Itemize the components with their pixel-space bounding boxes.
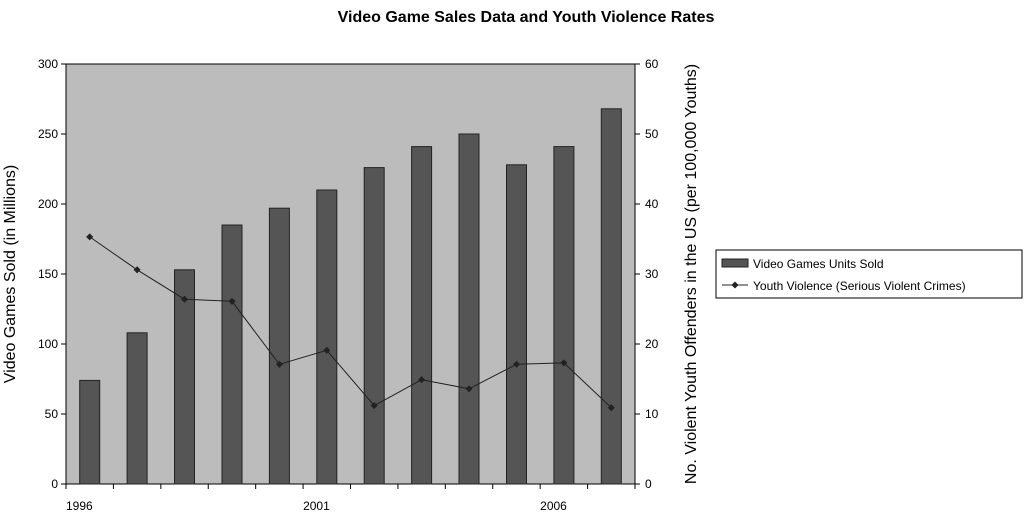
x-tick-label: 1996 (66, 499, 93, 513)
bar-2004 (458, 133, 480, 485)
bar-2003 (411, 146, 433, 485)
y-right-tick-label: 10 (645, 407, 659, 421)
y-right-tick-label: 20 (645, 337, 659, 351)
legend: Video Games Units Sold Youth Violence (S… (715, 249, 1023, 299)
violence-point-1997 (133, 266, 141, 274)
y-right-tick-label: 30 (645, 267, 659, 281)
y-left-tick-label: 0 (51, 477, 58, 491)
x-axis: 1996 2001 2006 (65, 484, 636, 513)
x-tick-label: 2001 (303, 499, 330, 513)
bar-2006 (553, 146, 575, 485)
y-axis-left: 0 50 100 150 200 250 300 (38, 57, 66, 491)
violence-point-2006 (560, 359, 568, 367)
bar-1996 (79, 379, 101, 485)
legend-box (715, 249, 1023, 299)
bar-1999 (221, 224, 243, 485)
violence-point-2001 (323, 346, 331, 354)
legend-label-violence: Youth Violence (Serious Violent Crimes) (753, 279, 966, 293)
bar-1998 (174, 269, 195, 485)
bar-2005 (506, 164, 527, 485)
y-axis-right: 0 10 20 30 40 50 60 (635, 57, 659, 491)
violence-point-2007 (607, 404, 615, 412)
y-right-tick-label: 50 (645, 127, 659, 141)
violence-point-1998 (180, 295, 189, 303)
violence-point-2000 (275, 360, 283, 368)
y-left-tick-label: 50 (45, 407, 59, 421)
violence-point-2004 (465, 385, 473, 393)
legend-label-games: Video Games Units Sold (753, 257, 884, 271)
legend-bar-swatch (721, 258, 749, 268)
y-right-tick-label: 0 (645, 477, 652, 491)
y-left-tick-label: 100 (38, 337, 58, 351)
legend-line-marker (731, 281, 739, 289)
youth-violence-line (89, 236, 612, 409)
y-left-tick-label: 200 (38, 197, 58, 211)
y-left-tick-label: 250 (38, 127, 58, 141)
y-right-tick-label: 40 (645, 197, 659, 211)
bar-2001 (316, 189, 338, 485)
violence-point-1999 (228, 297, 236, 305)
bar-2007 (600, 108, 622, 485)
violence-point-2003 (418, 376, 426, 384)
y-right-tick-label: 60 (645, 57, 659, 71)
bar-1997 (126, 332, 148, 485)
violence-point-2005 (512, 360, 521, 368)
y-axis-right-title: No. Violent Youth Offenders in the US (p… (683, 64, 700, 484)
bar-2002 (363, 167, 385, 485)
y-left-tick-label: 300 (38, 57, 58, 71)
violence-point-2002 (370, 402, 378, 410)
y-left-tick-label: 150 (38, 267, 58, 281)
y-axis-left-title: Video Games Sold (in Millions) (2, 165, 19, 383)
x-tick-label: 2006 (540, 499, 567, 513)
plot-area (65, 63, 636, 485)
bar-2000 (268, 207, 290, 485)
violence-point-1996 (86, 233, 94, 241)
chart-title: Video Game Sales Data and Youth Violence… (338, 9, 715, 26)
